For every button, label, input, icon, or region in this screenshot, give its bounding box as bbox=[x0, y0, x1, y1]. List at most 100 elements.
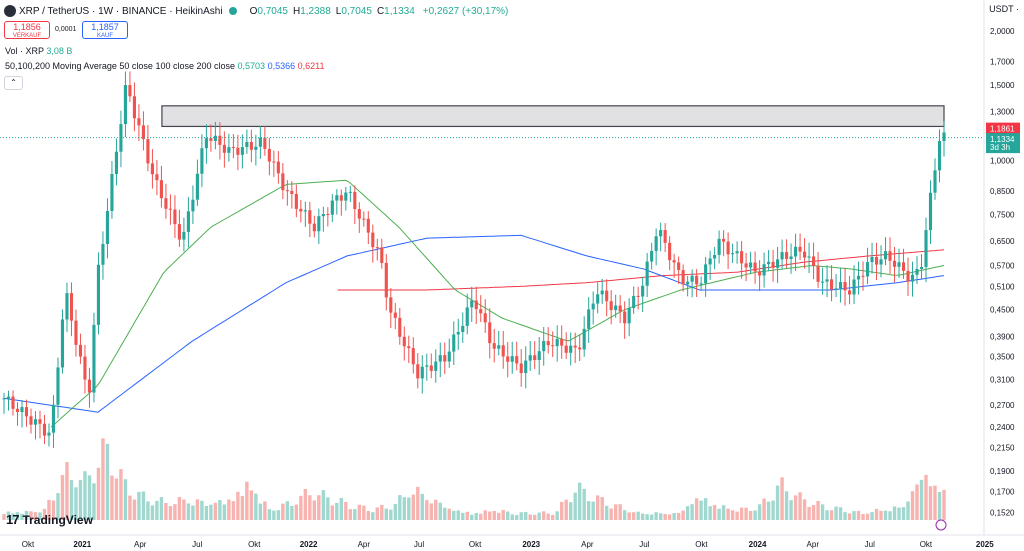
candle-body bbox=[168, 208, 172, 210]
candle-body bbox=[726, 241, 730, 255]
volume-bar bbox=[366, 510, 371, 520]
tradingview-logo[interactable]: 17 TradingView bbox=[6, 512, 93, 527]
volume-bar bbox=[209, 504, 213, 520]
candle-body bbox=[506, 356, 510, 362]
volume-bar bbox=[470, 514, 474, 520]
x-tick-label: 2023 bbox=[522, 540, 540, 549]
candle-body bbox=[524, 360, 528, 374]
market-status-icon[interactable] bbox=[228, 7, 237, 15]
volume-bar bbox=[479, 513, 483, 520]
volume-bar bbox=[843, 512, 847, 520]
candle-body bbox=[834, 288, 838, 290]
candle-body bbox=[591, 303, 595, 310]
y-tick-label: 0,3500 bbox=[990, 353, 1015, 362]
volume-bar bbox=[276, 510, 281, 520]
currency-selector[interactable]: USDT · bbox=[989, 4, 1019, 14]
volume-bar bbox=[542, 511, 546, 520]
candle-body bbox=[605, 290, 609, 302]
volume-bar bbox=[263, 501, 267, 520]
volume-bar bbox=[672, 513, 676, 520]
volume-bar bbox=[717, 508, 721, 520]
symbol-title[interactable]: XRP / TetherUS · 1W · BINANCE · HeikinAs… bbox=[19, 5, 223, 17]
volume-bar bbox=[2, 514, 6, 520]
volume-bar bbox=[101, 438, 105, 520]
candle-body bbox=[533, 355, 537, 360]
candle-body bbox=[330, 200, 334, 215]
volume-bar bbox=[555, 511, 559, 520]
y-tick-label: 0,7500 bbox=[990, 210, 1015, 219]
volume-bar bbox=[285, 501, 290, 520]
y-tick-label: 0,5700 bbox=[990, 262, 1015, 271]
candle-body bbox=[672, 260, 676, 263]
volume-bar bbox=[798, 492, 802, 520]
ask-price-badge bbox=[986, 122, 1020, 134]
y-tick-label: 0,1520 bbox=[990, 508, 1015, 517]
candle-body bbox=[659, 230, 663, 237]
volume-bar bbox=[249, 490, 254, 520]
volume-bar bbox=[6, 511, 11, 520]
volume-bar bbox=[883, 510, 888, 520]
candle-body bbox=[452, 334, 456, 352]
x-tick-label: Jul bbox=[865, 540, 875, 549]
buy-button[interactable]: 1,1857 KAUF bbox=[82, 21, 128, 39]
candle-body bbox=[245, 141, 249, 148]
candle-body bbox=[515, 356, 519, 364]
ohlc-key-o: O bbox=[249, 5, 258, 17]
volume-bar bbox=[461, 512, 465, 520]
candle-body bbox=[847, 290, 852, 295]
volume-bar bbox=[60, 475, 65, 520]
candle-body bbox=[321, 213, 325, 217]
volume-bar bbox=[407, 497, 411, 520]
ma-indicator[interactable]: 50,100,200 Moving Average 50 close 100 c… bbox=[5, 61, 324, 71]
volume-bar bbox=[586, 501, 591, 520]
volume-bar bbox=[114, 478, 119, 520]
volume-bar bbox=[506, 511, 510, 520]
volume-bar bbox=[132, 499, 137, 520]
candle-body bbox=[249, 141, 253, 150]
candle-body bbox=[254, 146, 258, 150]
ma100-value: 0,5366 bbox=[267, 61, 296, 71]
ask-price-label: 1,1861 bbox=[990, 125, 1015, 134]
volume-bar bbox=[780, 477, 784, 520]
ma200-value: 0,6211 bbox=[297, 61, 325, 71]
candle-body bbox=[803, 251, 807, 258]
volume-bar bbox=[870, 512, 874, 520]
volume-bar bbox=[744, 507, 748, 520]
candle-body bbox=[488, 322, 492, 344]
candle-body bbox=[51, 404, 56, 433]
candle-body bbox=[227, 147, 231, 153]
volume-indicator[interactable]: Vol · XRP 3,08 B bbox=[5, 46, 72, 56]
volume-bar bbox=[901, 507, 906, 520]
volume-bar bbox=[344, 501, 348, 520]
candle-body bbox=[402, 336, 406, 347]
volume-bar bbox=[789, 500, 793, 520]
volume-bar bbox=[24, 510, 29, 520]
sell-button[interactable]: 1,1856 VERKAUF bbox=[4, 21, 50, 39]
candle-body bbox=[164, 198, 168, 209]
candle-body bbox=[843, 282, 847, 291]
candle-body bbox=[582, 328, 586, 350]
candle-body bbox=[695, 275, 699, 285]
ohlc-value-h: 1,2388 bbox=[300, 5, 331, 17]
ohlc-value-l: 0,7045 bbox=[341, 5, 372, 17]
candle-body bbox=[209, 138, 213, 141]
candle-body bbox=[555, 338, 559, 347]
volume-bar bbox=[231, 501, 236, 520]
candle-body bbox=[74, 320, 78, 345]
candle-body bbox=[753, 262, 757, 272]
candle-body bbox=[816, 265, 820, 282]
alert-lightning-icon bbox=[935, 519, 947, 531]
candle-body bbox=[551, 345, 555, 347]
candle-body bbox=[587, 309, 591, 329]
candle-body bbox=[56, 367, 60, 405]
collapse-indicators-button[interactable]: ⌃ bbox=[4, 76, 23, 90]
volume-bar bbox=[195, 499, 200, 520]
candle-body bbox=[861, 275, 865, 277]
volume-bar bbox=[42, 508, 47, 520]
volume-bar bbox=[299, 495, 303, 520]
volume-bar bbox=[137, 491, 141, 520]
volume-bar bbox=[667, 514, 672, 520]
candle-body bbox=[222, 144, 226, 153]
candle-body bbox=[272, 161, 276, 163]
